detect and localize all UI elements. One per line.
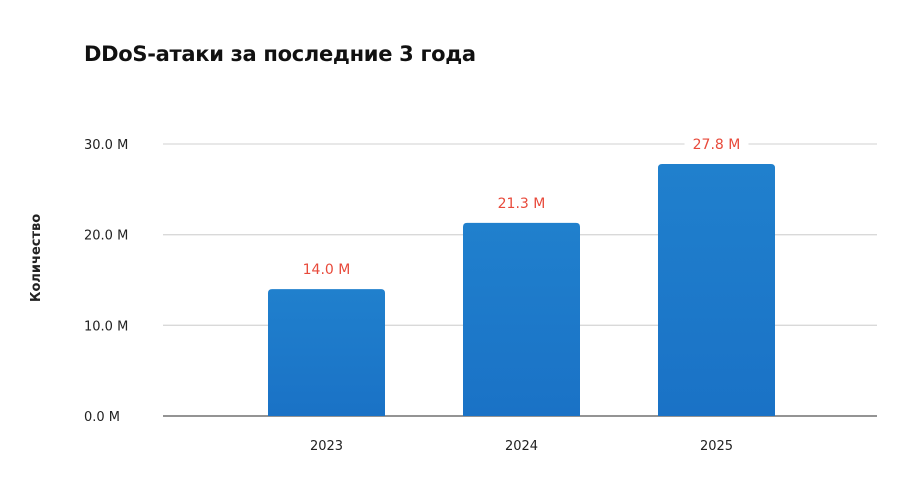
chart-title: DDoS-атаки за последние 3 года: [84, 42, 476, 66]
y-tick-label: 30.0 M: [84, 138, 128, 153]
x-tick-label: 2024: [505, 439, 538, 454]
x-tick-label: 2023: [310, 439, 343, 454]
y-tick-label: 10.0 M: [84, 319, 128, 334]
data-label-bg: [684, 132, 749, 153]
x-tick-label: 2025: [700, 439, 733, 454]
y-tick-label: 20.0 M: [84, 229, 128, 244]
data-label-bg: [294, 258, 359, 279]
data-label: 27.8 M: [693, 137, 741, 153]
y-tick-label: 0.0 M: [84, 410, 120, 425]
bar-2023: [268, 289, 385, 416]
data-label-bg: [489, 191, 554, 212]
data-label: 14.0 M: [303, 262, 351, 278]
bar-2025: [658, 163, 775, 416]
data-label: 21.3 M: [498, 196, 546, 212]
y-axis-label: Количество: [29, 214, 44, 302]
bar-2024: [463, 222, 580, 416]
